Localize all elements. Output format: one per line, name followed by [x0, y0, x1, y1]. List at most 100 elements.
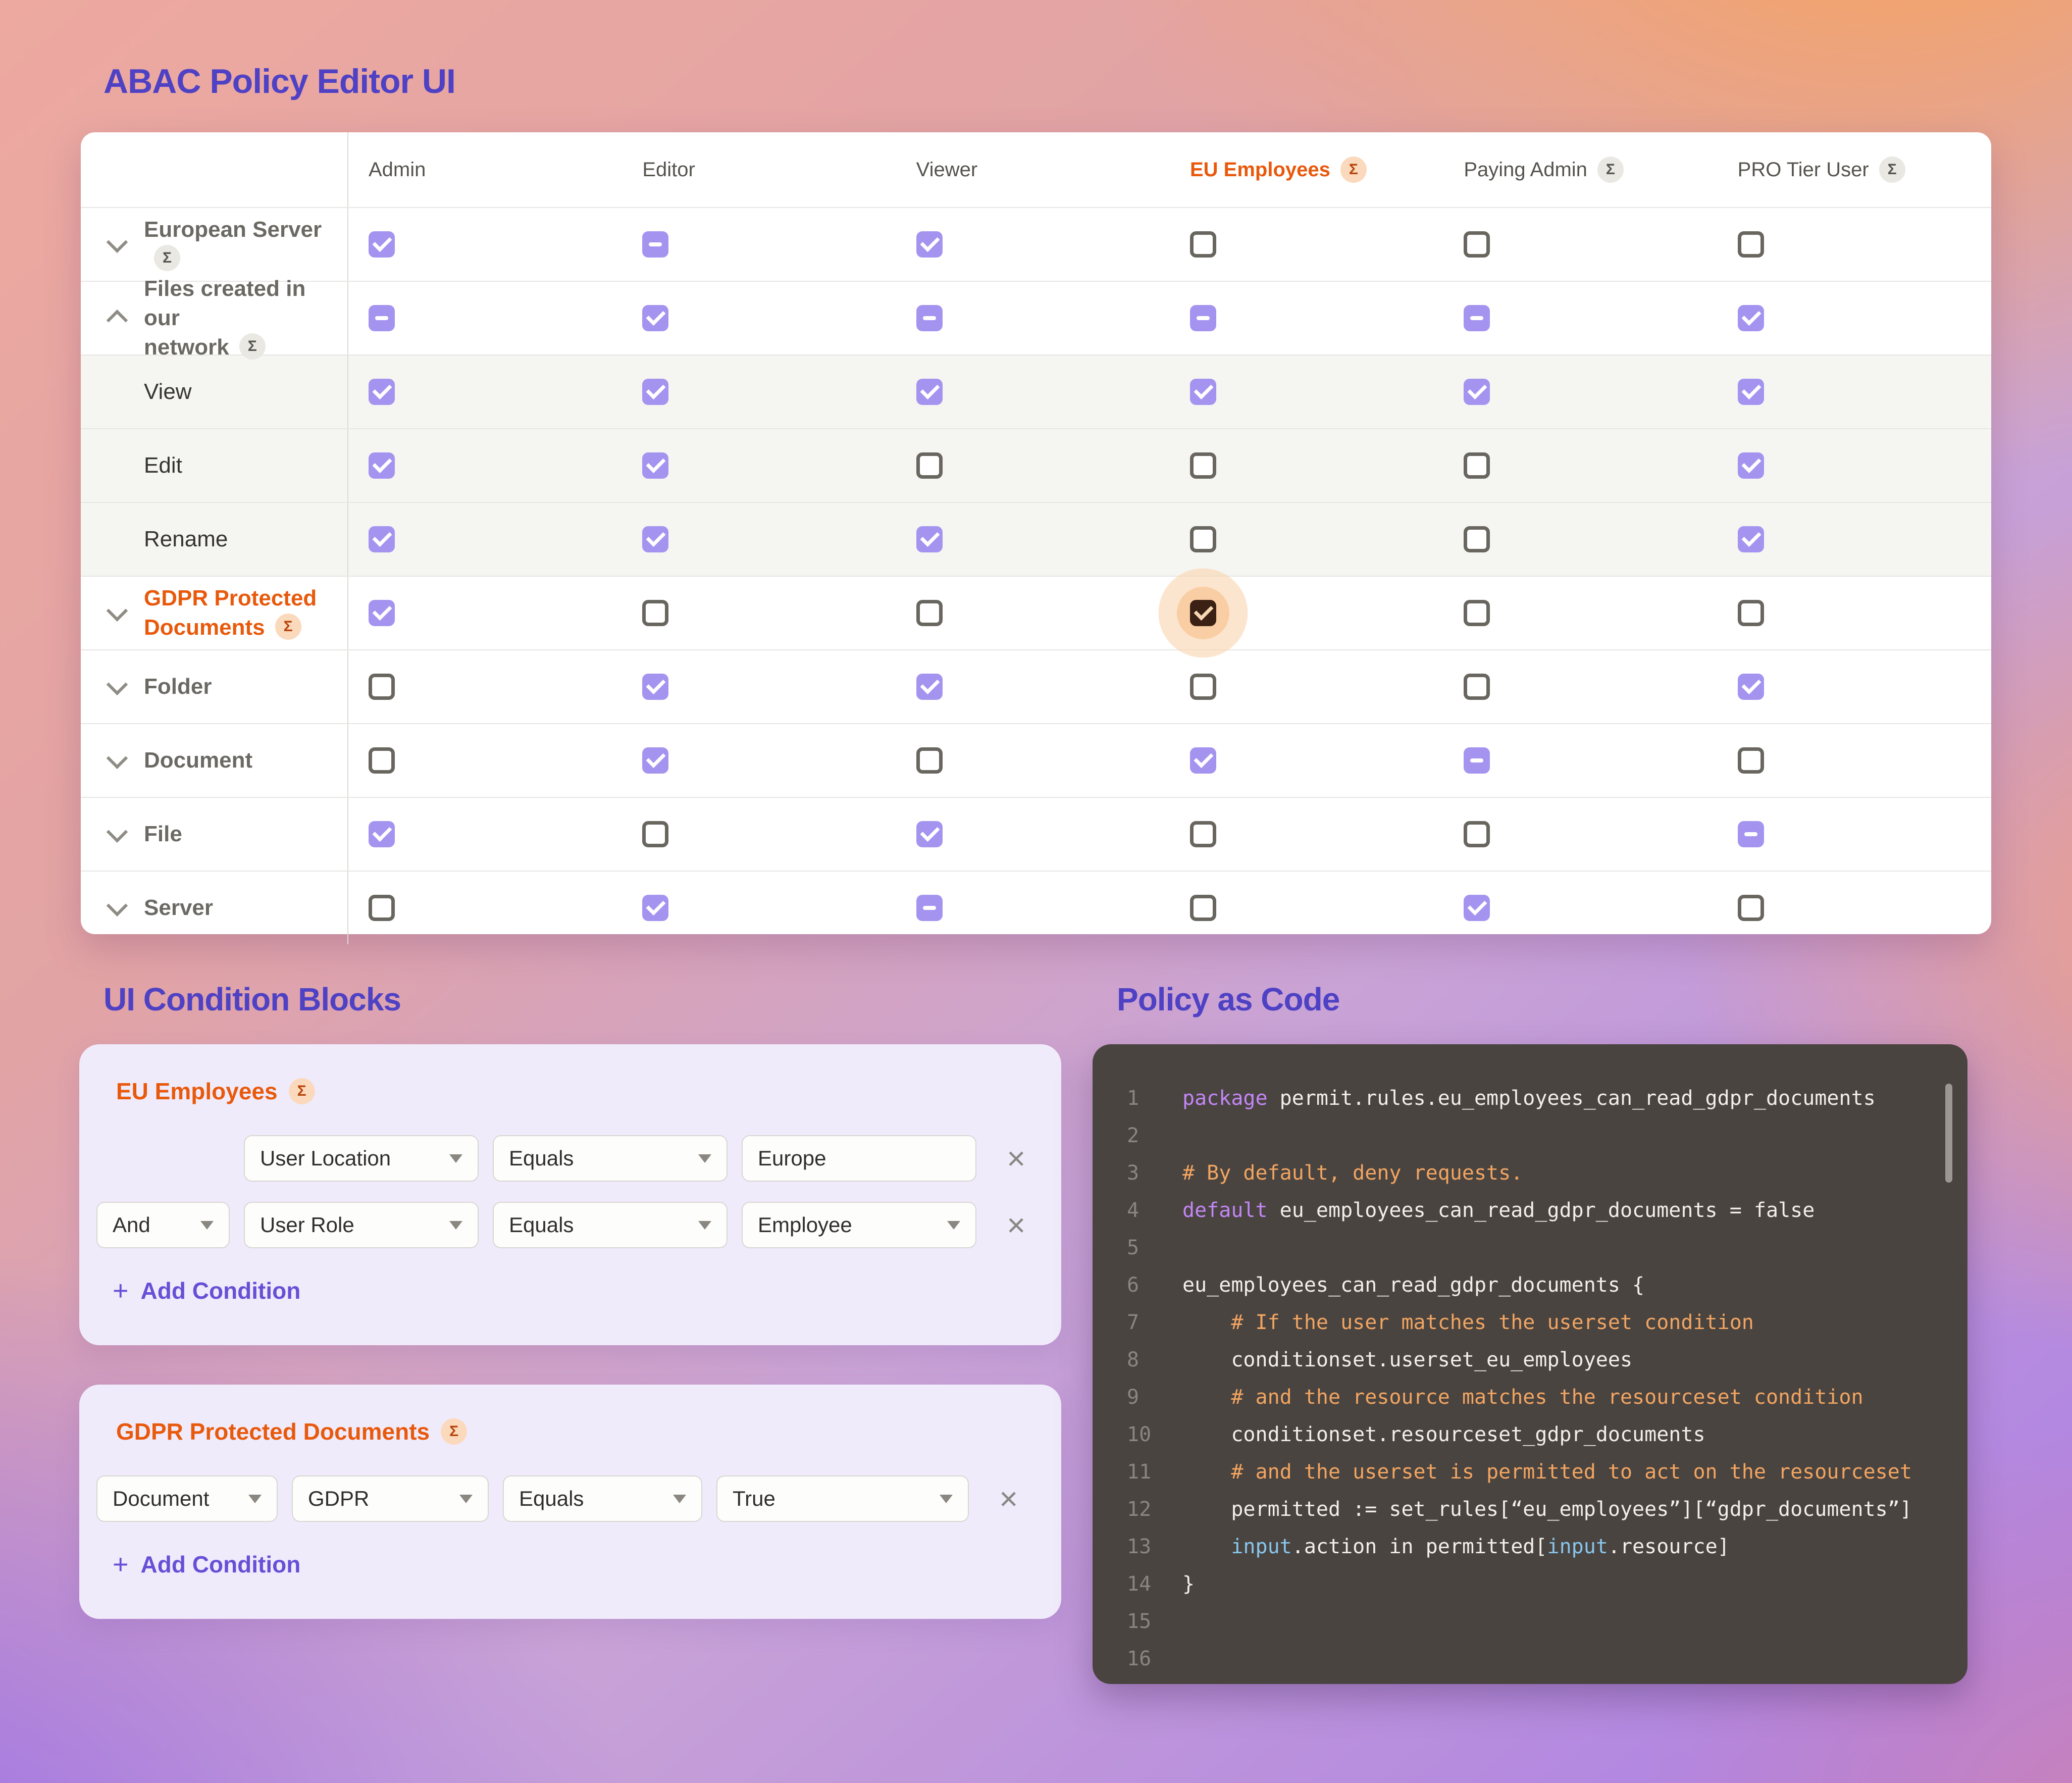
permission-checkbox[interactable] [1189, 231, 1216, 258]
permission-checkbox[interactable] [1189, 895, 1216, 921]
permission-checkbox[interactable] [1737, 231, 1764, 258]
condition-field-value: True [733, 1487, 775, 1510]
permission-checkbox[interactable] [916, 379, 943, 405]
chevron-down-icon[interactable] [106, 231, 128, 253]
row-label: European ServerΣ [144, 215, 347, 274]
condition-field-true[interactable]: True [716, 1475, 969, 1522]
condition-field-user-role[interactable]: User Role [244, 1202, 479, 1248]
permission-checkbox[interactable] [1189, 305, 1216, 331]
plus-icon: + [113, 1549, 129, 1580]
condition-field-europe[interactable]: Europe [742, 1135, 976, 1182]
permission-checkbox[interactable] [1737, 452, 1764, 479]
condition-field-equals[interactable]: Equals [503, 1475, 702, 1522]
condition-field-gdpr[interactable]: GDPR [292, 1475, 489, 1522]
permission-checkbox[interactable] [642, 452, 669, 479]
chevron-down-icon[interactable] [106, 747, 128, 769]
condition-field-employee[interactable]: Employee [742, 1202, 976, 1248]
condition-field-equals[interactable]: Equals [493, 1135, 728, 1182]
row-label: View [144, 377, 192, 406]
permission-checkbox[interactable] [642, 379, 669, 405]
remove-condition-button[interactable]: × [996, 1482, 1021, 1515]
permission-checkbox[interactable] [369, 452, 395, 479]
condition-field-equals[interactable]: Equals [493, 1202, 728, 1248]
permission-checkbox[interactable] [1189, 379, 1216, 405]
permission-checkbox[interactable] [369, 821, 395, 847]
permission-checkbox[interactable] [369, 600, 395, 626]
permission-checkbox[interactable] [369, 674, 395, 700]
permission-cell-paying-admin [1443, 282, 1717, 354]
permission-checkbox[interactable] [1464, 821, 1490, 847]
chevron-down-icon[interactable] [106, 895, 128, 916]
permission-checkbox[interactable] [642, 305, 669, 331]
permission-checkbox[interactable] [1737, 747, 1764, 774]
permission-checkbox[interactable] [1189, 452, 1216, 479]
permission-checkbox[interactable] [1464, 895, 1490, 921]
permission-checkbox[interactable] [916, 600, 943, 626]
permission-checkbox[interactable] [916, 526, 943, 552]
row-label-cell: GDPR Protected Documents Σ [81, 577, 348, 649]
permission-checkbox[interactable] [642, 747, 669, 774]
remove-condition-button[interactable]: × [1004, 1142, 1028, 1175]
code-editor: 1 package permit.rules.eu_employees_can_r… [1093, 1044, 1967, 1684]
permission-checkbox[interactable] [1737, 821, 1764, 847]
permission-checkbox[interactable] [642, 821, 669, 847]
permission-checkbox[interactable] [369, 526, 395, 552]
permission-checkbox[interactable] [916, 747, 943, 774]
permission-checkbox[interactable] [1464, 379, 1490, 405]
column-header-label: Admin [369, 158, 426, 181]
permission-checkbox[interactable] [916, 821, 943, 847]
line-number: 3 [1127, 1161, 1139, 1185]
chevron-up-icon[interactable] [106, 310, 128, 331]
permission-checkbox[interactable] [1189, 747, 1216, 774]
permission-checkbox[interactable] [1189, 526, 1216, 552]
permission-checkbox[interactable] [369, 305, 395, 331]
condition-field-document[interactable]: Document [96, 1475, 278, 1522]
permission-checkbox[interactable] [369, 747, 395, 774]
scrollbar[interactable] [1945, 1084, 1952, 1183]
logic-operator-select-and[interactable]: And [96, 1202, 230, 1248]
permission-checkbox[interactable] [369, 379, 395, 405]
permission-checkbox[interactable] [1464, 674, 1490, 700]
permission-checkbox[interactable] [1737, 379, 1764, 405]
permission-checkbox[interactable] [642, 895, 669, 921]
permission-checkbox[interactable] [1464, 452, 1490, 479]
code-line: 15 [1093, 1603, 1967, 1640]
permission-checkbox[interactable] [1737, 526, 1764, 552]
row-label-cell: File [81, 798, 348, 871]
permission-checkbox[interactable] [1464, 231, 1490, 258]
condition-field-user-location[interactable]: User Location [244, 1135, 479, 1182]
chevron-down-icon[interactable] [106, 821, 128, 843]
permission-checkbox[interactable] [916, 895, 943, 921]
add-condition-button[interactable]: + Add Condition [110, 1550, 303, 1578]
permission-checkbox[interactable] [642, 231, 669, 258]
permission-checkbox[interactable] [642, 674, 669, 700]
row-label-line: File [144, 822, 182, 846]
permission-checkbox[interactable] [1189, 674, 1216, 700]
permission-checkbox[interactable] [1737, 674, 1764, 700]
permission-checkbox[interactable] [1464, 305, 1490, 331]
permission-checkbox[interactable] [1737, 895, 1764, 921]
permission-checkbox[interactable] [1189, 821, 1216, 847]
permission-checkbox[interactable] [1464, 747, 1490, 774]
permission-cell-viewer [896, 503, 1170, 576]
permission-checkbox[interactable] [1464, 526, 1490, 552]
permission-checkbox[interactable] [1737, 600, 1764, 626]
permission-checkbox[interactable] [1189, 600, 1216, 626]
permission-checkbox[interactable] [642, 600, 669, 626]
permission-checkbox[interactable] [369, 895, 395, 921]
chevron-down-icon[interactable] [106, 600, 128, 622]
permission-checkbox[interactable] [369, 231, 395, 258]
chevron-down-icon[interactable] [106, 674, 128, 695]
line-number: 4 [1127, 1199, 1139, 1222]
permission-checkbox[interactable] [916, 231, 943, 258]
remove-condition-button[interactable]: × [1004, 1208, 1028, 1242]
permission-checkbox[interactable] [916, 305, 943, 331]
permission-checkbox[interactable] [1464, 600, 1490, 626]
code-line: 5 [1093, 1229, 1967, 1266]
permission-checkbox[interactable] [1737, 305, 1764, 331]
permission-checkbox[interactable] [642, 526, 669, 552]
permission-checkbox[interactable] [916, 452, 943, 479]
table-row-document: Document [81, 723, 1991, 797]
add-condition-button[interactable]: + Add Condition [110, 1277, 303, 1305]
permission-checkbox[interactable] [916, 674, 943, 700]
